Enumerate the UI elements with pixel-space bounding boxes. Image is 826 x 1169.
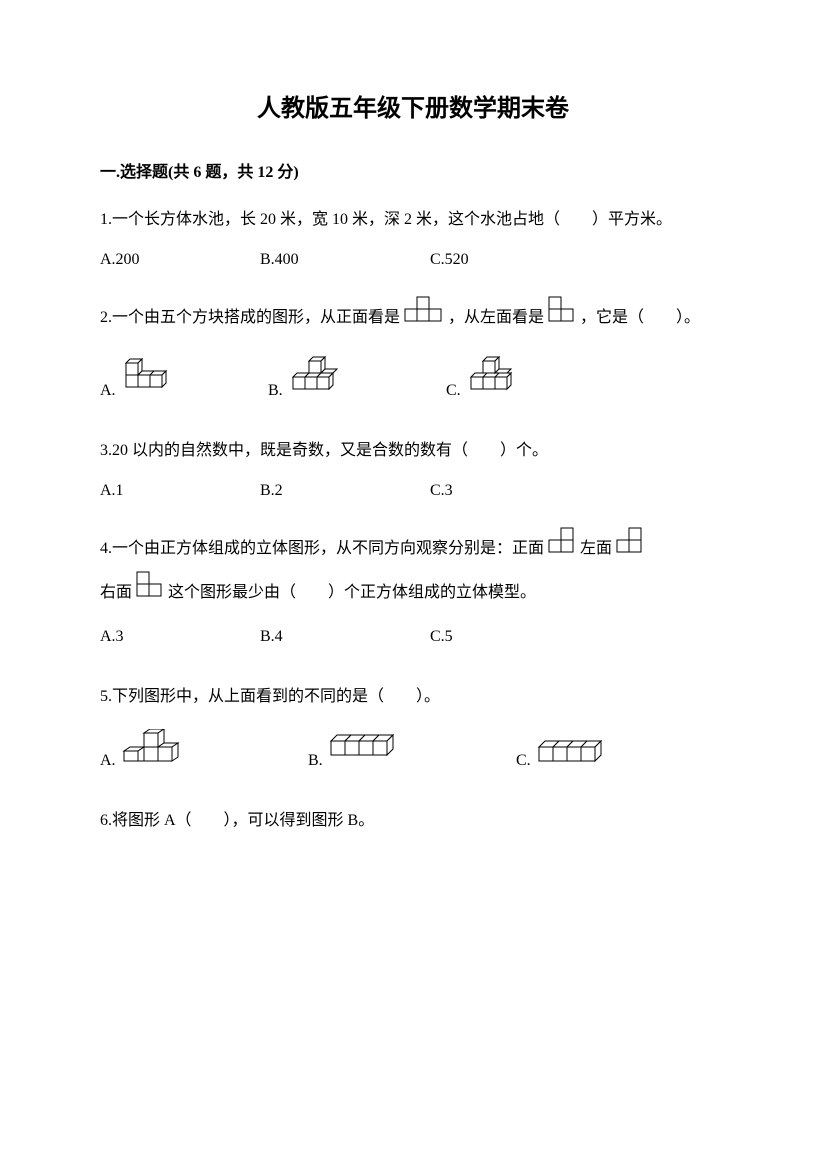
q2-post: ，它是（ ）。 xyxy=(580,300,700,335)
question-6: 6.将图形 A（ ），可以得到图形 B。 xyxy=(100,805,726,837)
q3-opt-a: A.1 xyxy=(100,475,260,507)
page-title: 人教版五年级下册数学期末卷 xyxy=(100,90,726,128)
q2-opt-c-label: C. xyxy=(446,375,461,407)
q4-line2: 右面 这个图形最少由（ ）个正方体组成的立体模型。 xyxy=(100,571,726,609)
q2-opt-c: C. xyxy=(446,355,606,407)
q4-opt-b: B.4 xyxy=(260,621,430,653)
q4-line2pre: 右面 xyxy=(100,577,132,609)
question-4: 4.一个由正方体组成的立体图形，从不同方向观察分别是：正面 左面 右面 xyxy=(100,527,726,653)
q4-opt-c: C.5 xyxy=(430,621,590,653)
q2-left-view-icon xyxy=(548,296,576,335)
q2-mid: ，从左面看是 xyxy=(448,300,544,335)
q3-opt-c: C.3 xyxy=(430,475,590,507)
q1-opt-a: A.200 xyxy=(100,244,260,276)
q2-text: 2.一个由五个方块搭成的图形，从正面看是 ，从左面看是 ，它是（ ）。 xyxy=(100,296,726,335)
q1-text: 1.一个长方体水池，长 20 米，宽 10 米，深 2 米，这个水池占地（ ）平… xyxy=(100,204,726,236)
question-1: 1.一个长方体水池，长 20 米，宽 10 米，深 2 米，这个水池占地（ ）平… xyxy=(100,204,726,276)
q4-line2post: 这个图形最少由（ ）个正方体组成的立体模型。 xyxy=(168,577,536,609)
q2-opt-c-icon xyxy=(465,355,525,407)
q1-opt-b: B.400 xyxy=(260,244,430,276)
q5-opt-c-label: C. xyxy=(516,745,531,777)
q2-opt-a: A. xyxy=(100,357,260,407)
q5-text: 5.下列图形中，从上面看到的不同的是（ ）。 xyxy=(100,681,726,713)
q3-opt-b: B.2 xyxy=(260,475,430,507)
q4-pre: 4.一个由正方体组成的立体图形，从不同方向观察分别是：正面 xyxy=(100,533,544,565)
q5-options: A. xyxy=(100,729,726,777)
q4-front-view-icon xyxy=(548,527,576,565)
question-2: 2.一个由五个方块搭成的图形，从正面看是 ，从左面看是 ，它是（ ）。 A. xyxy=(100,296,726,407)
q2-opt-b-label: B. xyxy=(268,375,283,407)
q5-opt-c: C. xyxy=(516,739,676,777)
q2-opt-a-label: A. xyxy=(100,375,116,407)
q1-options: A.200 B.400 C.520 xyxy=(100,244,726,276)
section-1-header: 一.选择题(共 6 题，共 12 分) xyxy=(100,160,726,186)
q2-pre: 2.一个由五个方块搭成的图形，从正面看是 xyxy=(100,300,400,335)
q4-left-view-icon xyxy=(616,527,644,565)
q5-opt-b: B. xyxy=(308,733,508,777)
q3-text: 3.20 以内的自然数中，既是奇数，又是合数的数有（ ）个。 xyxy=(100,435,726,467)
q4-opt-a: A.3 xyxy=(100,621,260,653)
q6-text: 6.将图形 A（ ），可以得到图形 B。 xyxy=(100,805,726,837)
question-5: 5.下列图形中，从上面看到的不同的是（ ）。 A. xyxy=(100,681,726,777)
q2-opt-a-icon xyxy=(120,357,176,407)
q2-opt-b-icon xyxy=(287,355,347,407)
q3-options: A.1 B.2 C.3 xyxy=(100,475,726,507)
q5-opt-a-label: A. xyxy=(100,745,116,777)
question-3: 3.20 以内的自然数中，既是奇数，又是合数的数有（ ）个。 A.1 B.2 C… xyxy=(100,435,726,507)
q5-opt-b-label: B. xyxy=(308,745,323,777)
q2-opt-b: B. xyxy=(268,355,438,407)
q5-opt-b-icon xyxy=(327,733,405,777)
q4-line1: 4.一个由正方体组成的立体图形，从不同方向观察分别是：正面 左面 xyxy=(100,527,726,565)
q5-opt-c-icon xyxy=(535,739,605,777)
q4-options: A.3 B.4 C.5 xyxy=(100,621,726,653)
q5-opt-a: A. xyxy=(100,729,300,777)
q2-options: A. xyxy=(100,355,726,407)
q1-opt-c: C.520 xyxy=(430,244,590,276)
q4-right-view-icon xyxy=(136,571,164,609)
q2-front-view-icon xyxy=(404,296,444,335)
q5-opt-a-icon xyxy=(120,729,182,777)
q4-mid1: 左面 xyxy=(580,533,612,565)
